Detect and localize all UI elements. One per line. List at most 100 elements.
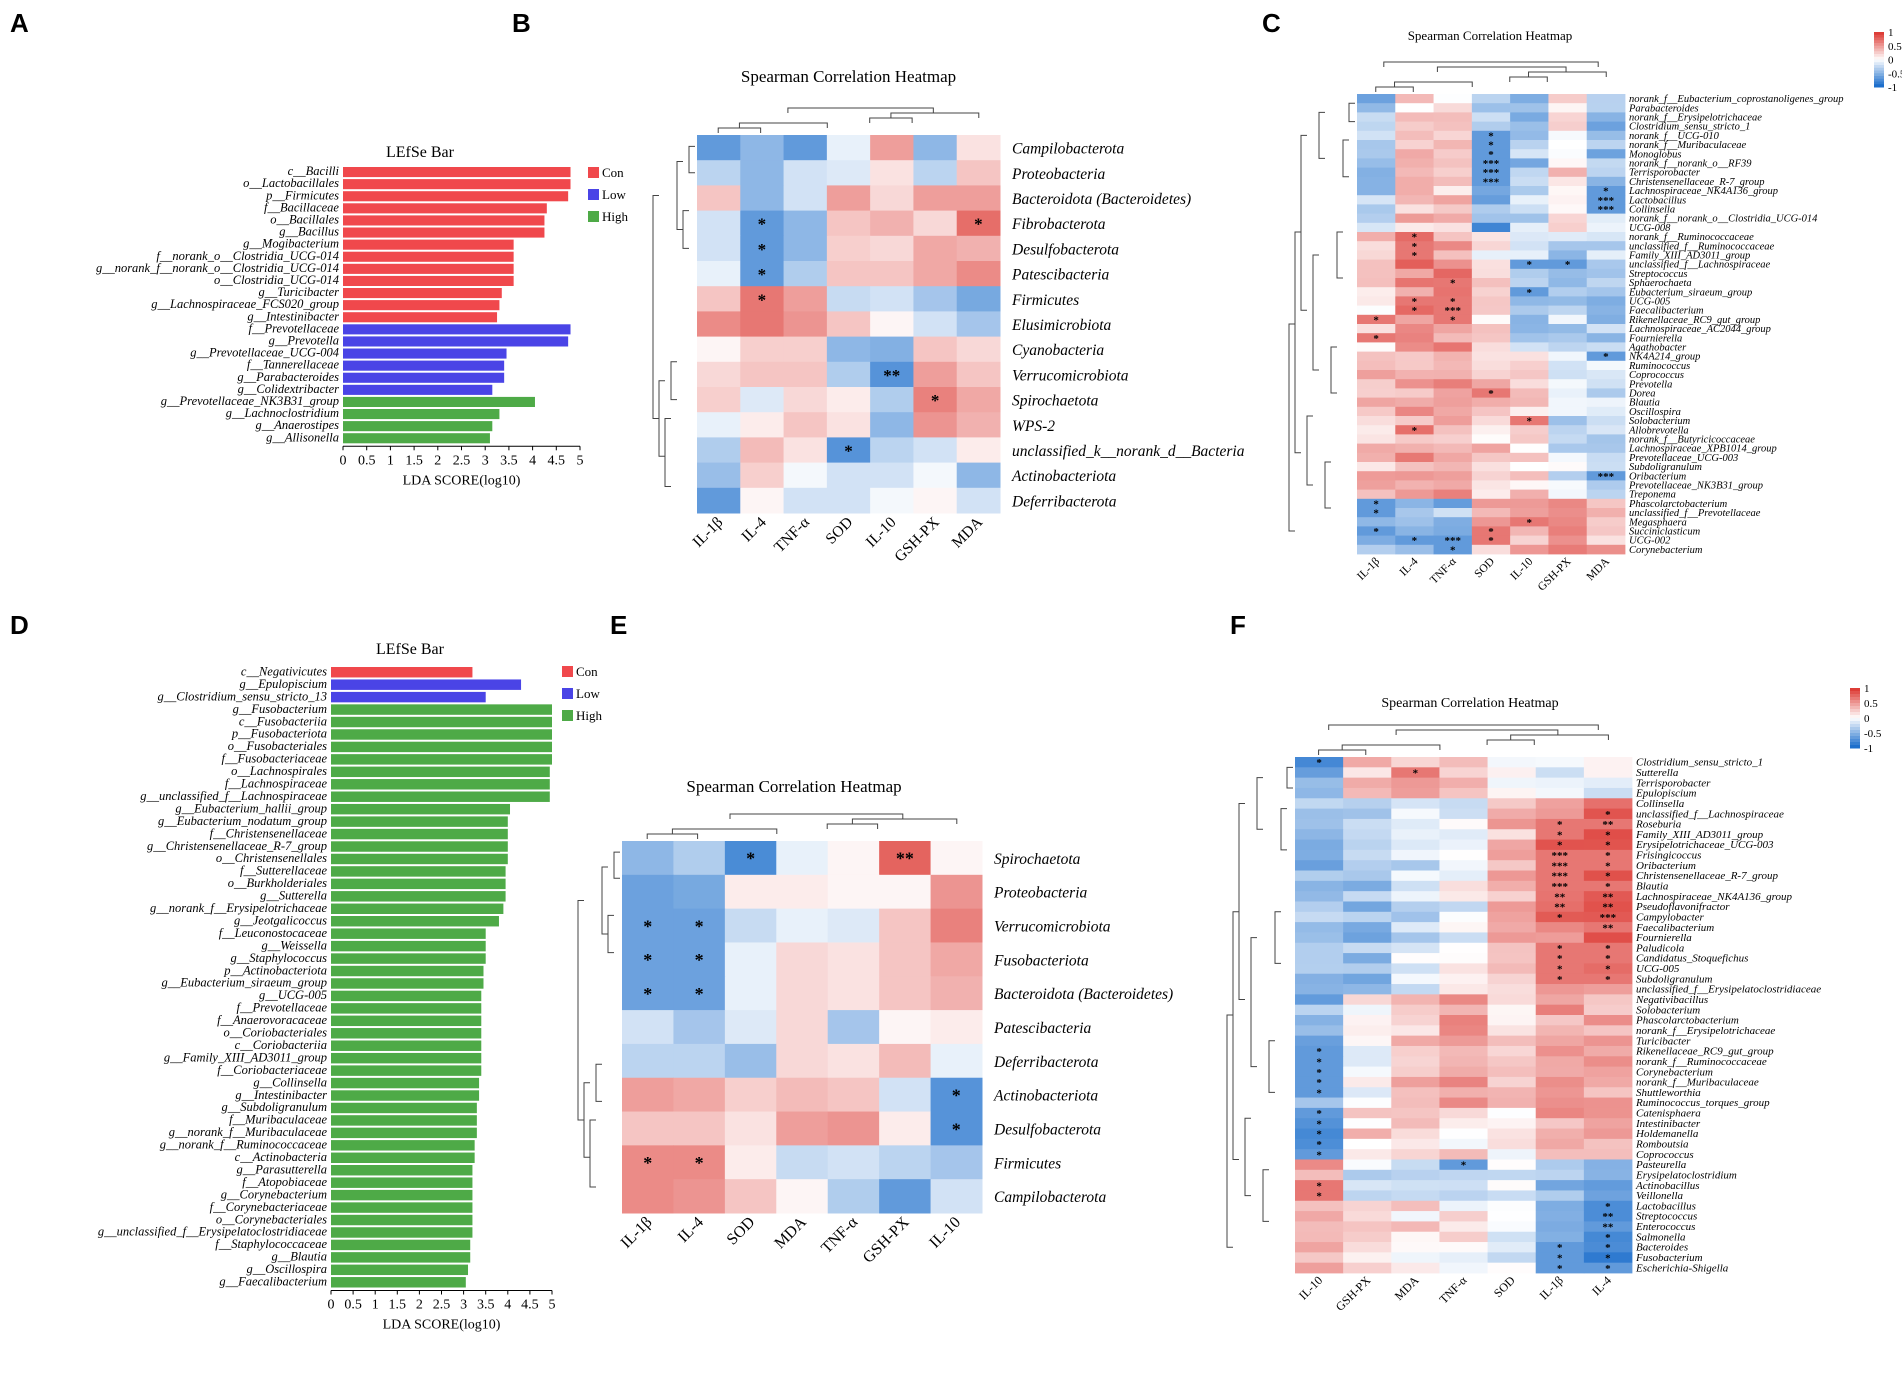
heatmap-cell: [1487, 1056, 1537, 1067]
heatmap-cell: [1487, 1231, 1537, 1243]
dendrogram-link: [1294, 231, 1301, 454]
legend-swatch-low: [588, 189, 599, 200]
heatmap-cell: [1391, 880, 1440, 892]
dendrogram-link: [1383, 61, 1599, 67]
heatmap-cell: [1510, 94, 1549, 104]
row-label: UCG-002: [1629, 536, 1671, 547]
heatmap-cell: [1548, 296, 1588, 306]
heatmap-cell: [1548, 351, 1588, 362]
heatmap-cell: [1586, 360, 1626, 371]
heatmap-cell: [1487, 922, 1537, 933]
heatmap-cell: [1395, 471, 1434, 481]
heatmap-cell: [1295, 1118, 1344, 1129]
heatmap-cell: [697, 261, 741, 287]
heatmap-cell: [1487, 1035, 1537, 1047]
heatmap-cell: [1433, 167, 1473, 178]
heatmap-cell: [622, 942, 674, 977]
heatmap-cell: [1471, 452, 1511, 463]
dendrogram-link: [1274, 911, 1281, 964]
heatmap-cell: [1395, 121, 1434, 132]
heatmap-cell: [1548, 112, 1588, 122]
heatmap-cell: [870, 235, 914, 262]
heatmap-cell: [1433, 508, 1473, 518]
heatmap-cell: [724, 1179, 777, 1214]
heatmap-cell: [1439, 767, 1488, 779]
heatmap-cell: [956, 462, 1001, 489]
heatmap-cell: [740, 412, 785, 438]
legend-tick-label: -1: [1888, 82, 1897, 94]
heatmap-cell: [740, 336, 785, 363]
column-label: IL-10: [863, 514, 900, 551]
bar: [343, 251, 514, 262]
heatmap-cell: [724, 1077, 777, 1113]
heatmap-cell: [879, 1010, 932, 1045]
legend-gradient-step: [1850, 709, 1860, 713]
bar: [331, 754, 552, 765]
heatmap-cell: [1471, 195, 1511, 205]
category-label: g__Weissella: [261, 938, 327, 952]
category-label: g__Eubacterium_nodatum_group: [158, 814, 327, 828]
heatmap-cell: [622, 874, 674, 910]
heatmap-cell: [1439, 911, 1488, 923]
bar: [331, 816, 508, 827]
heatmap-cell: [1343, 1190, 1392, 1202]
heatmap-cell: [1510, 416, 1549, 426]
row-label: Deferribacterota: [993, 1054, 1099, 1071]
significance-star: **: [896, 849, 914, 869]
bar: [331, 953, 486, 964]
heatmap-cell: [1343, 911, 1392, 923]
heatmap-cell: [1583, 777, 1633, 789]
dendrogram-link: [671, 828, 778, 834]
heatmap-cell: [1433, 112, 1473, 122]
heatmap-cell: [1439, 1087, 1488, 1098]
row-label: WPS-2: [1012, 418, 1055, 435]
significance-star: *: [1488, 535, 1494, 547]
heatmap-cell: [879, 841, 932, 876]
heatmap-cell: [1391, 942, 1440, 954]
heatmap-cell: [783, 160, 828, 186]
significance-star: **: [1554, 902, 1566, 914]
heatmap-cell: [1295, 880, 1344, 892]
category-label: g__Parasutterella: [236, 1162, 327, 1176]
heatmap-cell: [1295, 1045, 1344, 1057]
heatmap-cell: [1471, 406, 1511, 417]
bar: [331, 1165, 473, 1176]
heatmap-cell: [1583, 1087, 1633, 1098]
heatmap-cell: [1487, 1066, 1537, 1078]
heatmap-cell: [1433, 121, 1473, 132]
significance-star: *: [1557, 819, 1563, 831]
heatmap-cell: [1343, 1056, 1392, 1067]
row-label: Corynebacterium: [1636, 1066, 1713, 1078]
heatmap-cell: [1583, 922, 1633, 933]
heatmap-cell: [1343, 1118, 1392, 1129]
row-label: Fibrobacterota: [1011, 216, 1106, 233]
category-label: o__Burkholderiales: [228, 876, 327, 890]
x-tick-label: 0.5: [358, 453, 376, 468]
heatmap-cell: [1586, 370, 1626, 380]
category-label: o__Fusobacteriales: [228, 739, 327, 753]
heatmap-cell: [1583, 1242, 1633, 1253]
x-tick-label: 2.5: [433, 1298, 451, 1313]
heatmap-cell: [1391, 839, 1440, 851]
row-label: Sutterella: [1636, 767, 1679, 779]
row-label: Paludicola: [1635, 942, 1685, 954]
category-label: f__Bacillaceae: [264, 200, 339, 214]
heatmap-cell: [783, 210, 828, 237]
heatmap-cell: [1535, 1169, 1585, 1181]
legend-tick-label: 0.5: [1888, 41, 1902, 53]
heatmap-cell: [827, 1010, 880, 1045]
heatmap-cell: [1535, 808, 1585, 820]
dendrogram-link: [595, 1063, 602, 1102]
category-label: p__Actinobacteriota: [223, 963, 327, 977]
bar: [331, 1239, 471, 1251]
column-label: SOD: [1491, 1273, 1518, 1300]
row-label: Deferribacterota: [1011, 493, 1117, 510]
heatmap-cell: [1357, 462, 1396, 472]
category-label: o__Clostridia_UCG-014: [214, 273, 339, 287]
column-label: IL-1β: [1537, 1273, 1566, 1302]
heatmap-cell: [1586, 480, 1626, 490]
heatmap-cell: [1395, 517, 1434, 527]
row-label: Eubacterium_siraeum_group: [1628, 287, 1752, 298]
heatmap-cell: [1439, 1056, 1488, 1067]
heatmap-cell: [1295, 994, 1344, 1006]
